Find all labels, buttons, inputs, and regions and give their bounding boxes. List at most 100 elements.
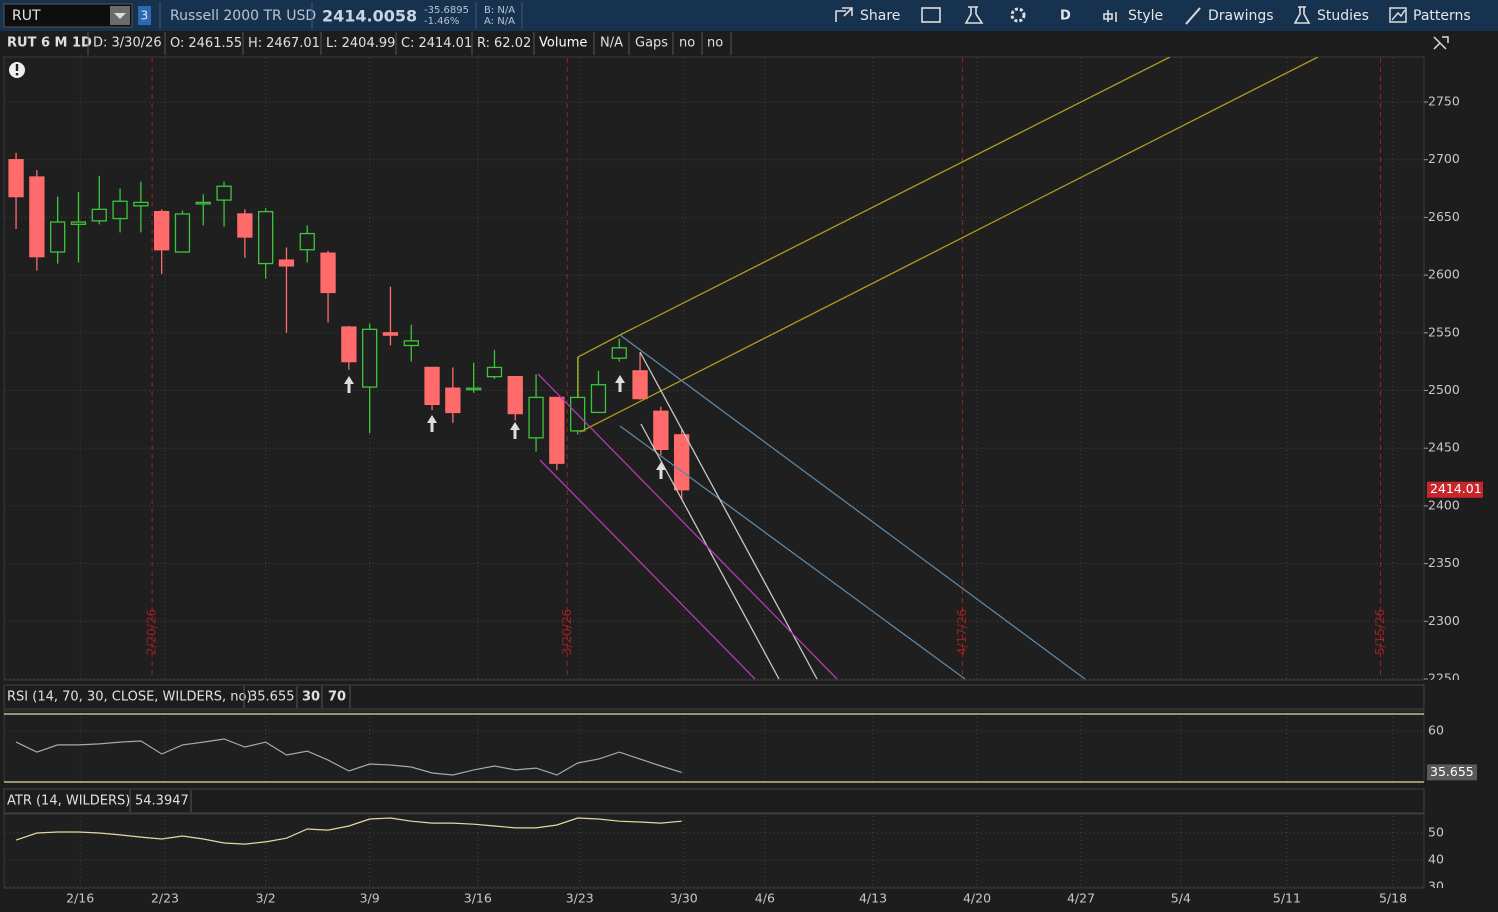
info-close: C: 2414.01 (401, 36, 472, 51)
candle-body (154, 210, 170, 251)
studies-icon (1293, 6, 1311, 24)
y-tick-label: 2650 (1428, 209, 1460, 224)
signal-arrows (344, 375, 666, 479)
change: -35.6895 (424, 5, 469, 16)
candle-body (299, 232, 315, 251)
y-tick-label: 2600 (1428, 267, 1460, 282)
drawings-button[interactable]: Drawings (1208, 8, 1274, 24)
style-button[interactable]: Style (1128, 8, 1163, 24)
info-volume-value: N/A (600, 36, 623, 51)
candle-body (112, 200, 128, 220)
alert-icon-dot (15, 73, 19, 76)
candle-body (320, 252, 336, 294)
candle-body (50, 221, 66, 253)
event-label: 2/20/26 (145, 609, 159, 655)
price-panel (3, 56, 1425, 681)
change-pct: -1.46% (424, 16, 459, 27)
atr-value: 54.3947 (135, 794, 189, 809)
expand-icon[interactable] (1433, 36, 1449, 50)
y-tick-label: 60 (1428, 723, 1444, 738)
candle-body (549, 396, 565, 464)
candle-body (133, 201, 149, 207)
candle-body (528, 396, 544, 439)
share-icon (835, 7, 853, 22)
indicator-line (15, 738, 682, 776)
candle-body (237, 213, 253, 238)
style-icon (1103, 10, 1117, 22)
candle-body (8, 159, 24, 198)
share-button[interactable]: Share (860, 8, 900, 24)
indicator-panels: 60 35.655 50 40 30 (4, 713, 1477, 888)
candle-body (653, 410, 669, 451)
candle-body (278, 259, 295, 267)
x-tick-label: 4/27 (1067, 891, 1095, 906)
x-tick-label: 4/6 (755, 891, 775, 906)
x-tick-label: 4/13 (859, 891, 887, 906)
symbol-input[interactable] (3, 3, 133, 28)
candle-body (632, 370, 648, 400)
indicator-panel: 50 40 30 (5, 817, 1444, 888)
x-tick-label: 5/11 (1273, 891, 1301, 906)
info-option: no (707, 36, 723, 51)
candle-body (174, 213, 191, 253)
candle-body (590, 384, 607, 414)
studies-button[interactable]: Studies (1317, 8, 1369, 24)
candle-body (424, 366, 440, 406)
info-open: O: 2461.55 (170, 36, 242, 51)
x-tick-label: 2/16 (66, 891, 94, 906)
patterns-icon (1389, 7, 1407, 23)
info-gaps: Gaps (635, 36, 668, 51)
last-price: 2414.0058 (322, 7, 417, 26)
trend-line (639, 351, 818, 680)
price-axis: 2750 2700 2650 2600 2550 2500 2450 2400 2350 2300… (1424, 94, 1483, 680)
candle-body (466, 387, 482, 391)
candle-body (362, 328, 378, 388)
candle-body (611, 347, 627, 359)
x-tick-label: 3/30 (670, 891, 698, 906)
last-price-label: 2414.01 (1430, 481, 1482, 496)
trend-line (539, 459, 756, 680)
x-tick-label: 3/23 (566, 891, 594, 906)
symbol: RUT (12, 8, 41, 24)
y-tick-label: 2350 (1428, 555, 1460, 570)
timeframe-button[interactable]: D (1060, 9, 1071, 24)
rsi-panel (3, 710, 1425, 783)
link-badge[interactable] (138, 6, 151, 25)
info-symbol: RUT 6 M 1D (7, 36, 92, 51)
y-tick-label: 2550 (1428, 324, 1460, 339)
last-value-box (1427, 764, 1477, 781)
trend-line (619, 425, 966, 680)
candle-body (507, 376, 523, 415)
y-tick-label: 2500 (1428, 382, 1460, 397)
alert-icon-bar (15, 64, 19, 71)
event-label: 3/20/26 (560, 609, 574, 655)
info-bar: RUT 6 M 1D D: 3/30/26 O: 2461.55 H: 2467.0… (7, 32, 1449, 55)
signal-arrow (615, 375, 625, 392)
candle-body (91, 208, 107, 222)
atr-header (3, 788, 1425, 814)
description: Russell 2000 TR USD (170, 8, 316, 24)
info-gaps-value: no (679, 36, 695, 51)
candle-body (341, 326, 357, 363)
x-tick-label: 3/16 (464, 891, 492, 906)
patterns-button[interactable]: Patterns (1413, 8, 1471, 24)
flask-icon[interactable] (964, 6, 984, 24)
candle-body (674, 434, 690, 491)
candles (8, 152, 690, 501)
info-high: H: 2467.01 (248, 36, 320, 51)
candle-body (486, 366, 503, 378)
candle-body (216, 185, 232, 201)
rsi-overbought: 70 (328, 690, 346, 705)
candle-body (29, 176, 45, 258)
settings-icon[interactable] (1010, 7, 1026, 23)
rsi-value: 35.655 (249, 690, 295, 705)
rsi-title: RSI (14, 70, 30, CLOSE, WILDERS, no) (7, 690, 252, 705)
toolbar (0, 0, 1498, 31)
y-tick-label: 2450 (1428, 440, 1460, 455)
candle-body (70, 221, 87, 225)
atr-title: ATR (14, WILDERS) (7, 794, 130, 809)
x-tick-label: 3/2 (256, 891, 276, 906)
y-tick-label: 40 (1428, 851, 1444, 866)
grid-icon[interactable] (921, 7, 941, 23)
